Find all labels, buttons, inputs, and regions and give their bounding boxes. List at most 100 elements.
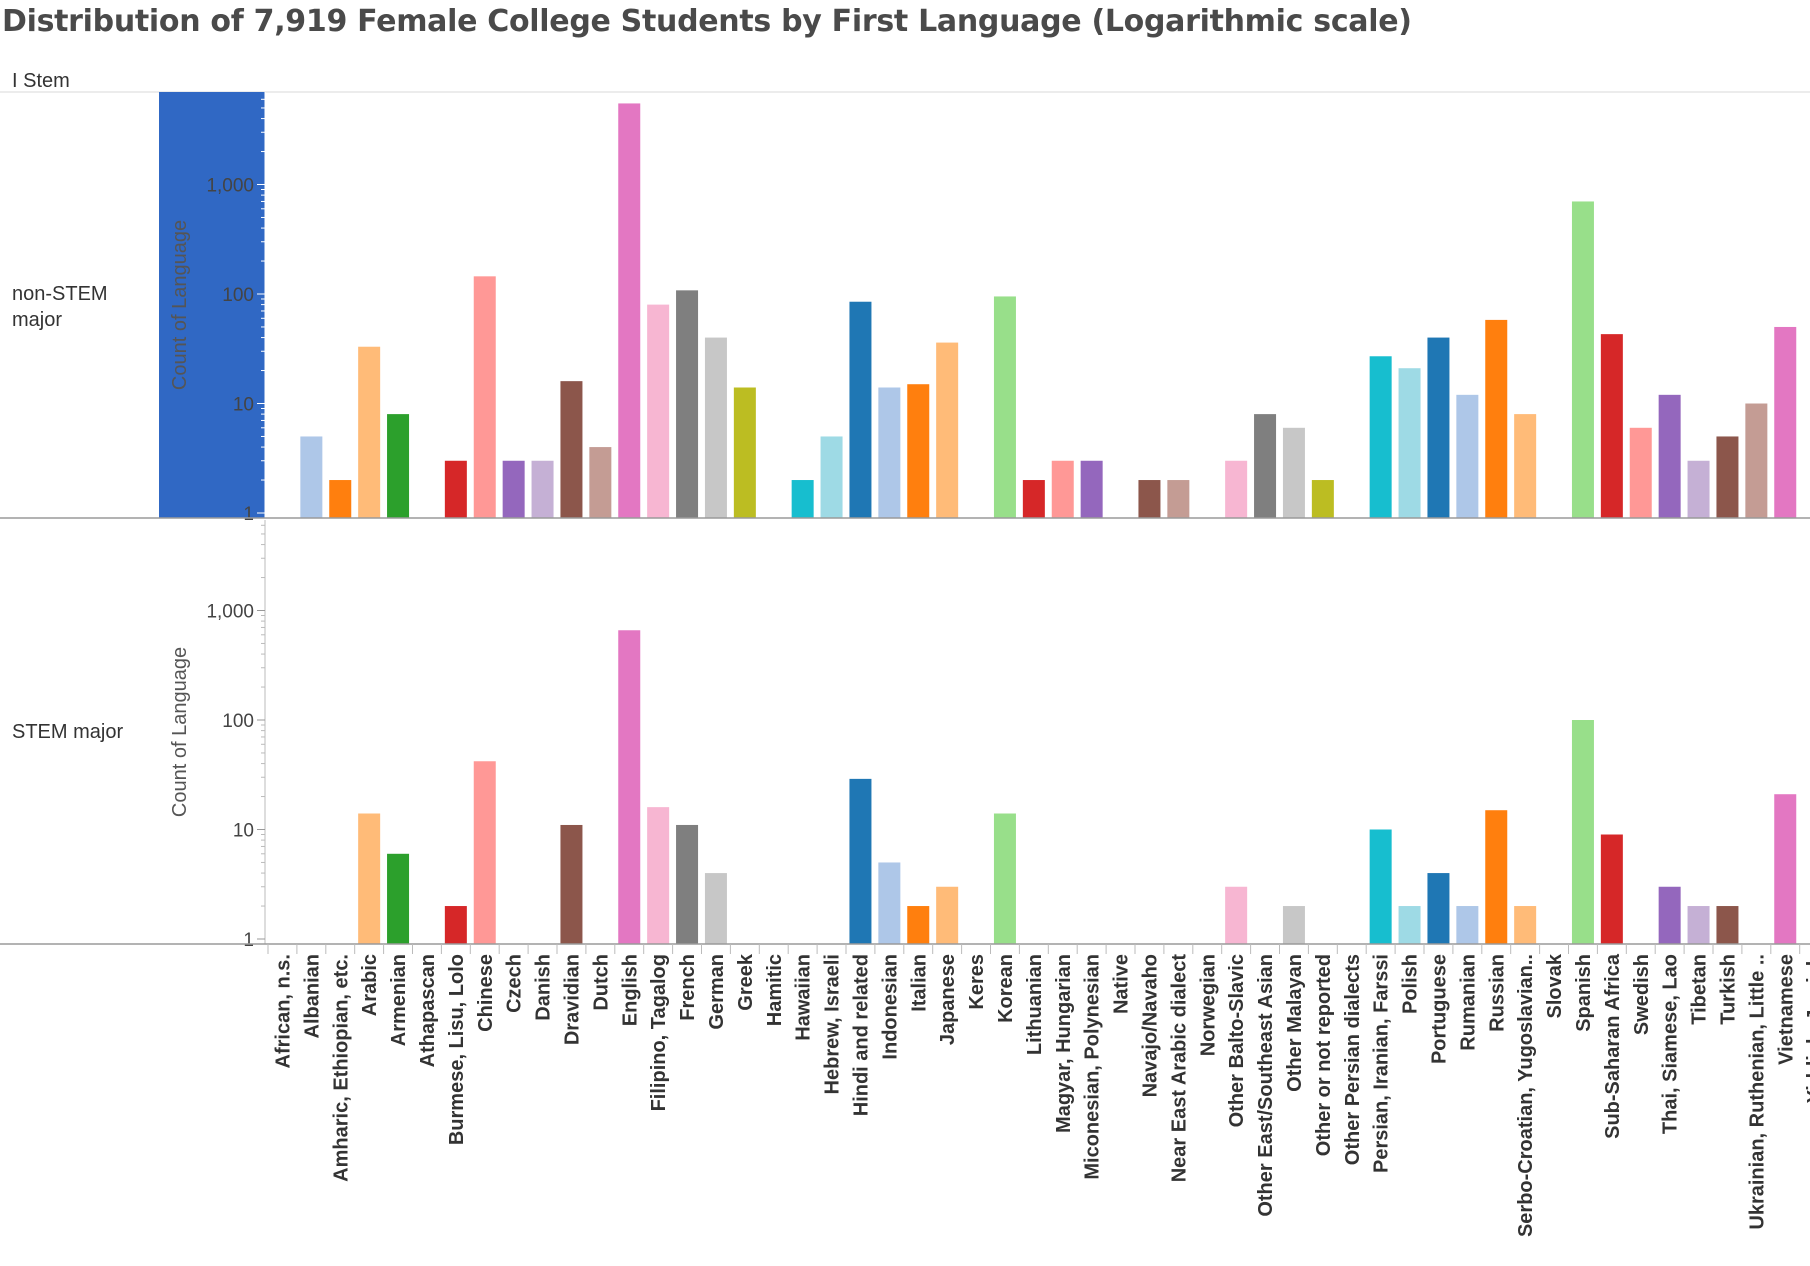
bar	[1687, 460, 1710, 518]
bar	[1629, 427, 1652, 518]
bar	[1456, 906, 1479, 944]
x-category-label: German	[706, 954, 728, 1030]
bar	[531, 460, 554, 518]
bar	[936, 886, 959, 944]
bar	[849, 301, 872, 518]
bar	[1716, 436, 1739, 518]
x-category-label: Polish	[1400, 954, 1422, 1014]
x-category-label: Turkish	[1717, 954, 1739, 1025]
bar	[878, 862, 901, 944]
row-label: non-STEM major	[12, 283, 108, 331]
y-tick-label: 1	[243, 930, 254, 951]
bar	[560, 824, 583, 944]
bar	[647, 304, 670, 518]
bar	[1225, 460, 1248, 518]
bar	[1514, 414, 1537, 518]
x-category-label: Other Balto-Slavic	[1226, 954, 1248, 1127]
x-category-label: Korean	[995, 954, 1017, 1023]
x-category-label: Vietnamese	[1775, 954, 1797, 1065]
bar	[387, 853, 410, 944]
x-category-label: Thai, Siamese, Lao	[1660, 954, 1682, 1134]
bar	[936, 342, 959, 518]
bar	[1282, 427, 1305, 518]
y-tick-label: 1,000	[206, 176, 254, 197]
bar	[1600, 334, 1623, 518]
bar	[560, 381, 583, 518]
y-tick-label: 1,000	[206, 602, 254, 623]
y-axis-title: Count of Language	[169, 220, 191, 390]
bar	[1080, 460, 1103, 518]
bar	[618, 630, 641, 944]
x-category-label: Amharic, Ethiopian, etc.	[330, 954, 352, 1182]
bar	[1774, 794, 1797, 944]
bar	[1600, 834, 1623, 944]
bar	[1282, 906, 1305, 944]
bar	[647, 807, 670, 944]
x-category-label: Portuguese	[1428, 954, 1450, 1064]
y-axis-title: Count of Language	[169, 647, 191, 817]
x-category-label: Athapascan	[417, 954, 439, 1067]
bar	[993, 296, 1016, 518]
x-category-label: Danish	[533, 954, 555, 1021]
x-category-label: Ukrainian, Ruthenian, Little ..	[1746, 954, 1768, 1230]
bar	[1167, 480, 1190, 518]
x-category-label: Czech	[504, 954, 526, 1013]
bar	[473, 761, 496, 944]
bar	[993, 813, 1016, 944]
bar	[502, 460, 525, 518]
bar	[300, 436, 323, 518]
bar	[1398, 368, 1421, 518]
bar	[1658, 394, 1681, 518]
bar	[791, 480, 814, 518]
x-category-label: Italian	[908, 954, 930, 1012]
y-tick-label: 100	[222, 285, 254, 306]
bar	[1398, 906, 1421, 944]
x-category-label: Other East/Southeast Asian	[1255, 954, 1277, 1217]
bar	[1485, 319, 1508, 518]
bar	[1485, 810, 1508, 944]
bar	[1456, 394, 1479, 518]
axis-highlight	[159, 92, 265, 518]
x-category-label: Chinese	[475, 954, 497, 1032]
column-header: I Stem	[12, 70, 70, 92]
x-category-label: Armenian	[388, 954, 410, 1046]
x-category-label: Russian	[1486, 954, 1508, 1032]
bar	[329, 480, 352, 518]
chart-title: Distribution of 7,919 Female College Stu…	[2, 4, 1412, 39]
bar	[1427, 873, 1450, 944]
x-category-label: Slovak	[1544, 953, 1566, 1018]
bar	[618, 103, 641, 518]
bar	[907, 906, 930, 944]
bar	[1138, 480, 1161, 518]
bar	[589, 447, 612, 518]
bar	[704, 337, 727, 518]
x-category-label: Sub-Saharan Africa	[1602, 953, 1624, 1139]
bar	[676, 824, 699, 944]
bar	[733, 387, 756, 518]
bar	[1369, 829, 1392, 944]
x-category-label: Burmese, Lisu, Lolo	[446, 954, 468, 1145]
x-category-label: Near East Arabic dialect	[1168, 954, 1190, 1183]
y-tick-label: 10	[233, 821, 254, 842]
bar	[1571, 720, 1594, 944]
bar	[1022, 480, 1045, 518]
x-category-label: Greek	[735, 953, 757, 1011]
bar	[1745, 403, 1768, 518]
x-category-label: French	[677, 954, 699, 1021]
y-tick-label: 100	[222, 711, 254, 732]
bar	[1427, 337, 1450, 518]
bar	[1514, 906, 1537, 944]
x-category-label: Japanese	[937, 954, 959, 1045]
bar	[1571, 201, 1594, 518]
bar	[358, 813, 381, 944]
x-category-label: Rumanian	[1457, 954, 1479, 1051]
bar	[1311, 480, 1334, 518]
x-category-label: Dutch	[590, 954, 612, 1011]
x-category-label: Other Persian dialects	[1342, 954, 1364, 1165]
bar	[1716, 906, 1739, 944]
x-category-label: Arabic	[359, 954, 381, 1016]
bar	[1225, 886, 1248, 944]
x-category-label: Spanish	[1573, 954, 1595, 1032]
x-category-label: Hawaiian	[793, 954, 815, 1041]
